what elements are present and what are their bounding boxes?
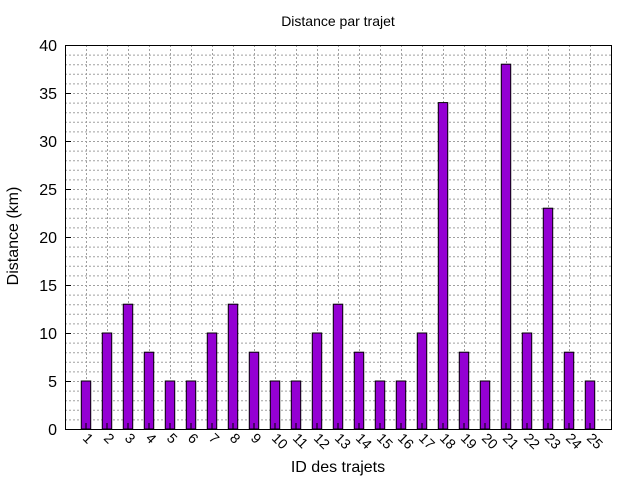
bar-13 bbox=[332, 303, 344, 430]
bar-23 bbox=[542, 207, 554, 430]
y-tick-label: 35 bbox=[39, 86, 57, 103]
x-tick-label: 16 bbox=[395, 430, 417, 452]
bar-19 bbox=[458, 351, 470, 430]
x-tick-label: 8 bbox=[227, 430, 244, 447]
x-tick-label: 5 bbox=[164, 430, 181, 447]
x-tick-label: 9 bbox=[248, 430, 265, 447]
x-tick-label: 6 bbox=[185, 430, 202, 447]
bar-2 bbox=[101, 332, 113, 430]
bar-17 bbox=[416, 332, 428, 430]
y-tick-label: 10 bbox=[39, 326, 57, 343]
bar-7 bbox=[206, 332, 218, 430]
x-tick-label: 17 bbox=[416, 430, 438, 452]
y-tick-label: 5 bbox=[48, 374, 57, 391]
bar-16 bbox=[395, 380, 407, 430]
bar-10 bbox=[269, 380, 281, 430]
bar-4 bbox=[143, 351, 155, 430]
x-tick-label: 20 bbox=[479, 430, 501, 452]
x-tick-label: 19 bbox=[458, 430, 480, 452]
x-tick-label: 3 bbox=[122, 430, 139, 447]
x-tick-label: 1 bbox=[80, 430, 97, 447]
x-tick-label: 2 bbox=[101, 430, 118, 447]
x-tick-label: 25 bbox=[584, 430, 606, 452]
x-tick-label: 12 bbox=[311, 430, 333, 452]
y-tick-label: 25 bbox=[39, 182, 57, 199]
bar-22 bbox=[521, 332, 533, 430]
bar-3 bbox=[122, 303, 134, 430]
bar-8 bbox=[227, 303, 239, 430]
bar-25 bbox=[584, 380, 596, 430]
x-tick-label: 14 bbox=[353, 430, 375, 452]
bar-1 bbox=[80, 380, 92, 430]
bar-18 bbox=[437, 102, 449, 430]
bar-15 bbox=[374, 380, 386, 430]
bar-14 bbox=[353, 351, 365, 430]
y-tick-label: 30 bbox=[39, 134, 57, 151]
x-tick-label: 4 bbox=[143, 430, 160, 447]
bar-12 bbox=[311, 332, 323, 430]
x-tick-label: 22 bbox=[521, 430, 543, 452]
x-tick-label: 7 bbox=[206, 430, 223, 447]
x-tick-label: 18 bbox=[437, 430, 459, 452]
y-tick-label: 15 bbox=[39, 278, 57, 295]
chart-title: Distance par trajet bbox=[281, 13, 395, 29]
y-axis-label: Distance (km) bbox=[5, 187, 22, 286]
y-tick-label: 0 bbox=[48, 422, 57, 439]
x-tick-label: 23 bbox=[542, 430, 564, 452]
y-axis-ticks: 0 5 10 15 20 25 30 35 40 bbox=[39, 38, 71, 439]
x-tick-label: 11 bbox=[290, 430, 312, 452]
bar-20 bbox=[479, 380, 491, 430]
y-tick-label: 20 bbox=[39, 230, 57, 247]
x-axis-label: ID des trajets bbox=[291, 459, 385, 476]
x-tick-label: 24 bbox=[563, 430, 585, 452]
x-tick-label: 21 bbox=[500, 430, 522, 452]
x-tick-label: 13 bbox=[332, 430, 354, 452]
bar-21 bbox=[500, 63, 512, 430]
x-tick-label: 10 bbox=[269, 430, 291, 452]
x-tick-label: 15 bbox=[374, 430, 396, 452]
bar-11 bbox=[290, 380, 302, 430]
bar-9 bbox=[248, 351, 260, 430]
bar-5 bbox=[164, 380, 176, 430]
bar-6 bbox=[185, 380, 197, 430]
y-tick-label: 40 bbox=[39, 38, 57, 55]
bar-24 bbox=[563, 351, 575, 430]
